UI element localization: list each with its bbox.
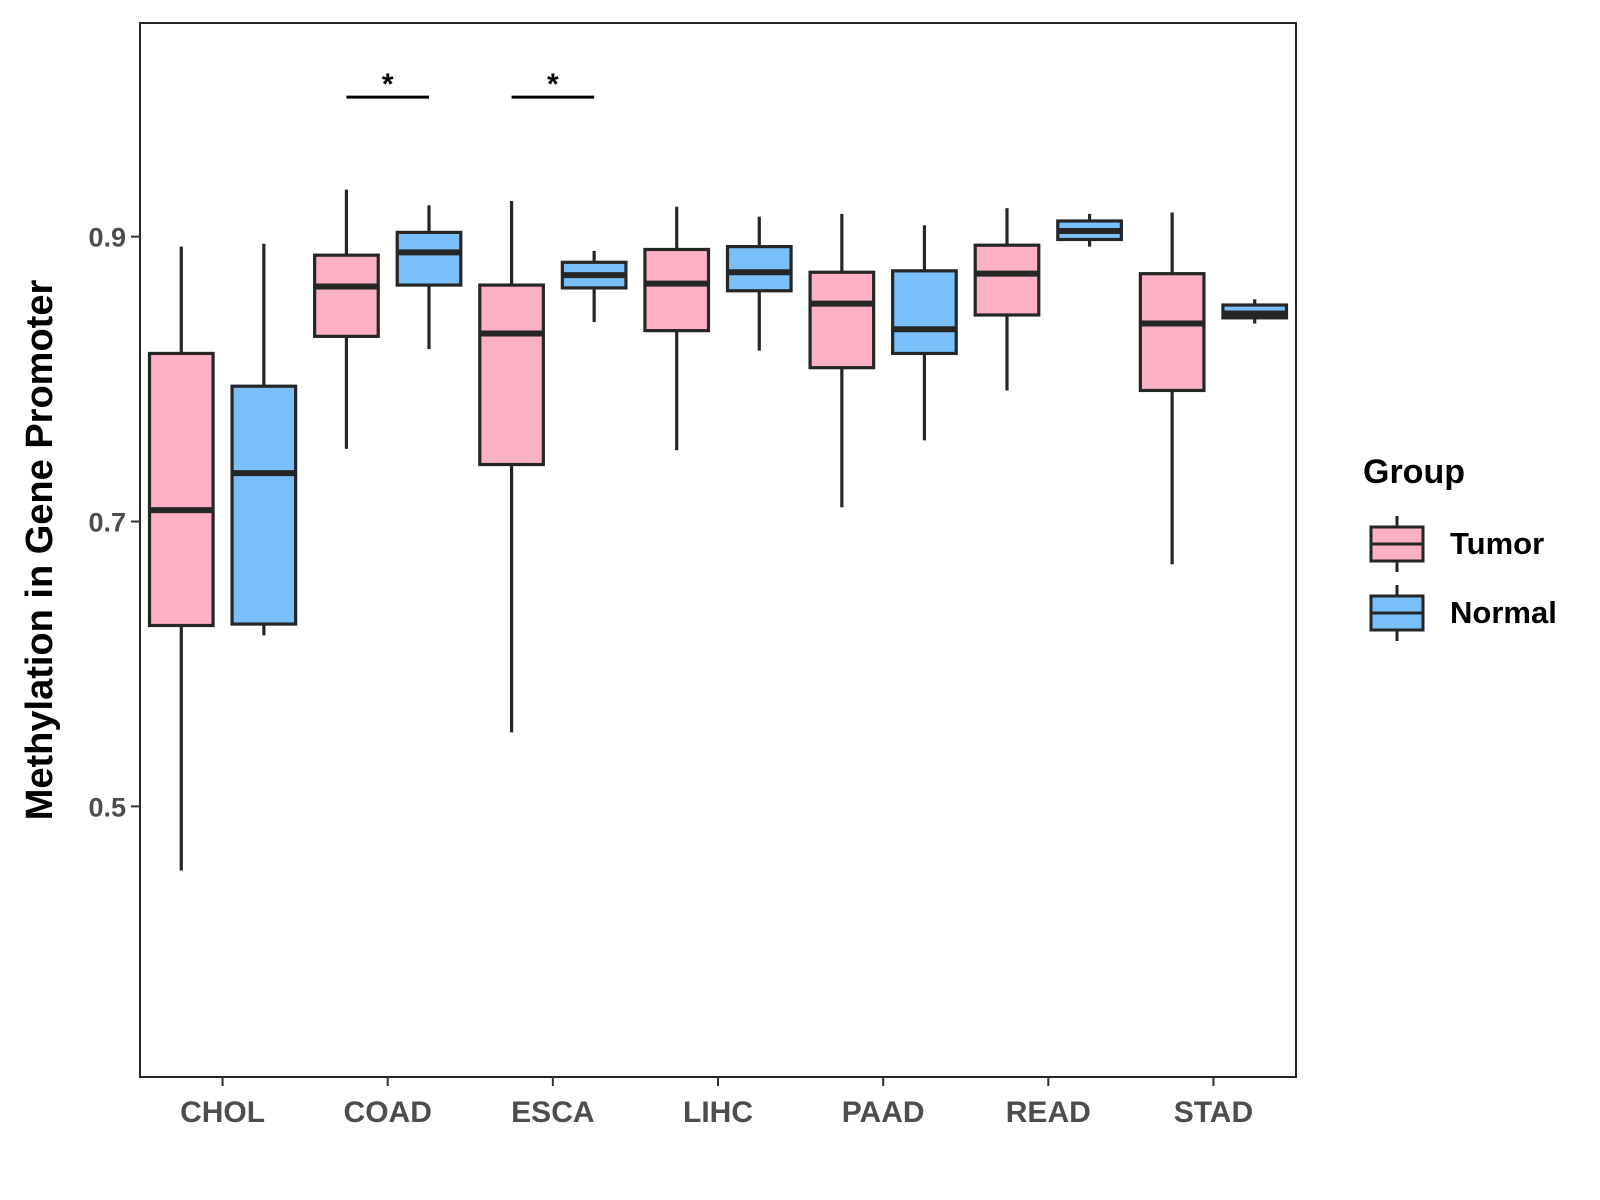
- box-normal-chol: [230, 243, 298, 636]
- box-normal-stad: [1221, 299, 1289, 324]
- box-normal-esca: [560, 250, 628, 323]
- iqr-box: [643, 247, 711, 333]
- y-axis: 0.5 0.7 0.9: [88, 223, 140, 822]
- legend-label: Tumor: [1450, 526, 1544, 561]
- iqr-box: [230, 384, 298, 626]
- legend-title: Group: [1363, 453, 1465, 491]
- box-normal-paad: [891, 225, 958, 441]
- x-tick-label: CHOL: [180, 1096, 265, 1129]
- x-tick-label: COAD: [344, 1096, 432, 1129]
- significance-annotations: * *: [346, 68, 595, 101]
- plot-panel: [139, 22, 1297, 1078]
- box-tumor-esca: [478, 201, 545, 733]
- iqr-box: [147, 351, 215, 628]
- y-axis-title: Methylation in Gene Promoter: [19, 280, 61, 821]
- x-tick-label: READ: [1006, 1096, 1091, 1129]
- legend-entry-normal: Normal: [1369, 585, 1557, 641]
- iqr-box: [313, 253, 380, 338]
- x-tick-label: STAD: [1174, 1096, 1253, 1129]
- legend-label: Normal: [1450, 595, 1557, 630]
- box-tumor-lihc: [643, 206, 711, 451]
- significance-esca: *: [511, 68, 595, 101]
- box-tumor-coad: [313, 189, 380, 449]
- legend: Group Tumor Normal: [1363, 453, 1557, 641]
- iqr-box: [395, 230, 463, 287]
- x-tick-label: LIHC: [683, 1096, 753, 1129]
- legend-entry-tumor: Tumor: [1369, 516, 1544, 572]
- y-tick-label: 0.9: [88, 223, 126, 253]
- significance-star: *: [382, 68, 394, 101]
- iqr-box: [808, 270, 876, 370]
- box-tumor-paad: [808, 213, 876, 508]
- significance-coad: *: [346, 68, 429, 101]
- box-tumor-stad: [1138, 212, 1206, 565]
- iqr-box: [891, 269, 958, 356]
- y-tick-label: 0.5: [88, 792, 126, 822]
- box-tumor-chol: [147, 246, 215, 871]
- x-tick-label: PAAD: [842, 1096, 925, 1129]
- iqr-box: [478, 283, 545, 467]
- x-axis: CHOL COAD ESCA LIHC PAAD READ STAD: [180, 1077, 1253, 1129]
- box-normal-read: [1056, 213, 1123, 247]
- y-tick-label: 0.7: [88, 508, 126, 538]
- iqr-box: [725, 245, 793, 293]
- boxes-layer: [147, 189, 1289, 871]
- box-normal-lihc: [725, 216, 793, 351]
- iqr-box: [1138, 272, 1206, 393]
- x-tick-label: ESCA: [511, 1096, 594, 1129]
- box-normal-coad: [395, 205, 463, 350]
- significance-star: *: [547, 68, 559, 101]
- box-tumor-read: [973, 208, 1041, 391]
- iqr-box: [973, 243, 1041, 317]
